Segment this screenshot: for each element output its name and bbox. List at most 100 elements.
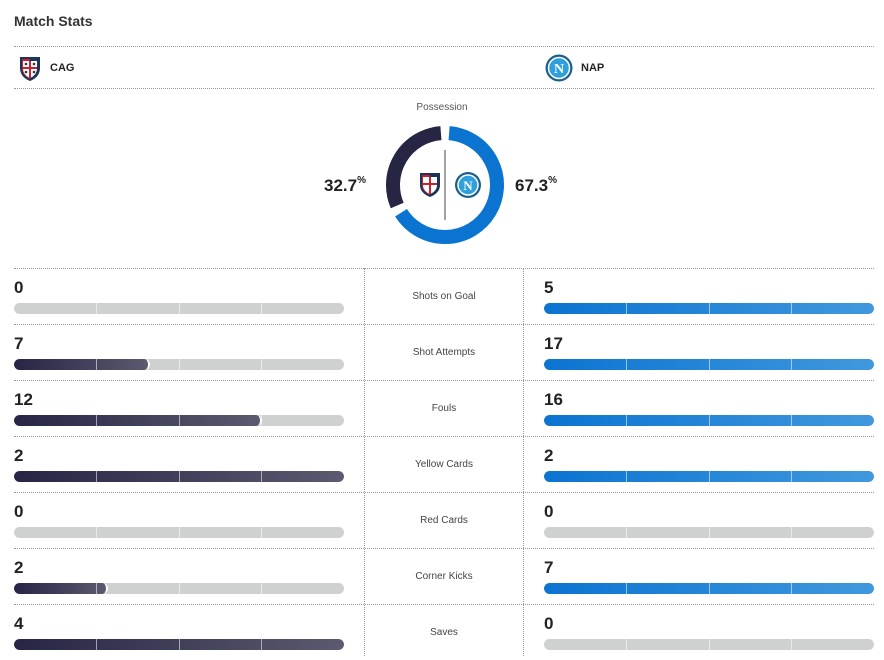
away-stat-value: 5 [544,278,554,297]
bar-tick [261,583,262,594]
percent-sign: % [548,175,557,186]
divider [14,268,874,269]
bar-tick [96,527,97,538]
home-stat-bar-fill [14,583,109,594]
divider [14,88,874,89]
cagliari-crest-icon [20,57,40,81]
bar-tick [626,527,627,538]
stat-row: 0 Shots on Goal 5 [0,268,884,325]
home-stat-value: 7 [14,334,24,353]
away-stat-bar [544,471,874,482]
home-stat-value: 4 [14,614,24,633]
home-stat-bar [14,359,344,370]
divider [14,324,874,325]
away-stat-bar [544,583,874,594]
home-stat-bar [14,471,344,482]
away-team-abbr: NAP [581,62,605,74]
home-stat-value: 2 [14,558,24,577]
away-possession-number: 67.3 [515,176,549,195]
home-stat-bar [14,583,344,594]
stat-row: 12 Fouls 16 [0,380,884,437]
bar-tick [261,527,262,538]
away-stat-bar [544,527,874,538]
bar-tick [96,303,97,314]
bar-tick [261,471,262,482]
bar-tick [626,471,627,482]
away-stat-bar [544,639,874,650]
away-team[interactable]: N NAP [545,54,604,82]
svg-text:N: N [554,62,564,77]
bar-tick [96,471,97,482]
bar-tick [626,359,627,370]
home-stat-value: 0 [14,278,24,297]
stat-label: Yellow Cards [415,459,473,470]
stat-label: Shot Attempts [412,347,476,358]
divider [14,46,874,47]
bar-tick [179,471,180,482]
possession-label: Possession [416,102,468,113]
bar-tick [791,303,792,314]
away-stat-value: 17 [544,334,563,353]
home-stat-bar [14,639,344,650]
percent-sign: % [357,175,366,186]
stat-label: Fouls [431,403,457,414]
column-divider [523,268,524,656]
stat-row: 2 Corner Kicks 7 [0,548,884,605]
away-stat-value: 16 [544,390,563,409]
stat-label: Saves [430,627,458,638]
cagliari-crest-icon [420,173,440,197]
stat-label: Shots on Goal [412,291,476,302]
home-possession-number: 32.7 [324,176,358,195]
column-divider [364,268,365,656]
away-stat-value: 7 [544,558,554,577]
home-stat-value: 2 [14,446,24,465]
divider [14,380,874,381]
home-stat-value: 12 [14,390,33,409]
bar-tick [261,303,262,314]
home-stat-bar-fill [14,415,262,426]
bar-tick [791,583,792,594]
home-stat-bar [14,303,344,314]
bar-tick [179,303,180,314]
bar-tick [179,583,180,594]
stat-row: 0 Red Cards 0 [0,492,884,549]
page-title: Match Stats [14,13,93,29]
possession-donut: N [386,126,504,244]
away-stat-value: 2 [544,446,554,465]
divider [14,492,874,493]
away-stat-value: 0 [544,502,554,521]
home-team[interactable]: CAG [18,54,74,82]
home-stat-bar [14,527,344,538]
divider [14,548,874,549]
bar-tick [261,415,262,426]
bar-tick [179,527,180,538]
away-possession-value: 67.3% [515,175,557,196]
away-stat-bar [544,303,874,314]
bar-tick [626,639,627,650]
home-stat-bar-fill [14,359,150,370]
away-stat-bar [544,415,874,426]
bar-tick [96,583,97,594]
bar-tick [791,639,792,650]
bar-tick [626,303,627,314]
bar-tick [709,303,710,314]
bar-tick [626,583,627,594]
bar-tick [791,359,792,370]
bar-tick [96,639,97,650]
stat-row: 2 Yellow Cards 2 [0,436,884,493]
divider [14,436,874,437]
bar-tick [96,415,97,426]
napoli-crest-icon: N [545,54,573,82]
bar-tick [709,639,710,650]
away-stat-value: 0 [544,614,554,633]
away-possession-arc [395,126,504,244]
home-possession-arc [386,126,442,209]
svg-text:N: N [463,178,473,193]
home-stat-bar [14,415,344,426]
bar-tick [96,359,97,370]
divider [14,604,874,605]
bar-tick [709,359,710,370]
bar-tick [791,527,792,538]
bar-tick [261,359,262,370]
bar-tick [179,639,180,650]
